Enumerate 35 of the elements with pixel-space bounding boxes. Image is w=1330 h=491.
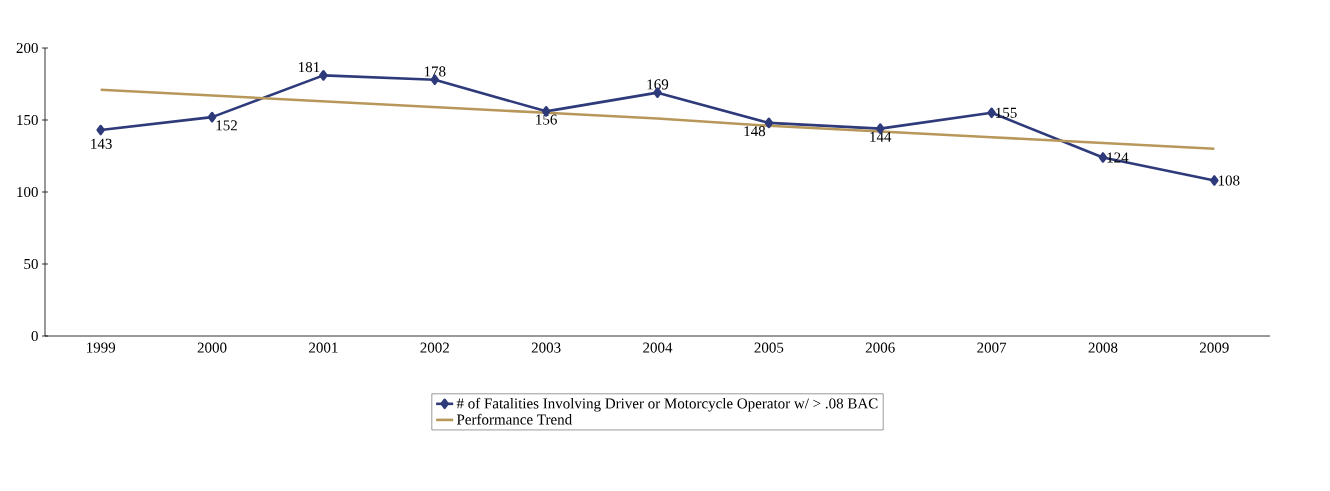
data-label: 148 xyxy=(744,126,766,137)
point xyxy=(96,124,105,136)
legend-label: Performance Trend xyxy=(456,413,572,425)
data-label: 169 xyxy=(647,79,669,90)
x-tick-label: 2007 xyxy=(977,342,1007,353)
data-label: 178 xyxy=(424,66,446,77)
y-tick-label: 150 xyxy=(17,114,38,126)
point xyxy=(319,70,328,81)
y-tick-label: 0 xyxy=(31,330,38,342)
point xyxy=(207,111,217,123)
y-tick-label: 100 xyxy=(17,186,38,198)
point xyxy=(1098,152,1108,163)
data-label: 144 xyxy=(870,131,892,142)
point xyxy=(764,117,774,129)
data-label: 181 xyxy=(299,62,320,73)
y-tick-label: 200 xyxy=(16,42,38,54)
point xyxy=(1210,175,1219,186)
data-label: 156 xyxy=(536,114,557,125)
point xyxy=(987,107,996,119)
data-label: 143 xyxy=(91,138,112,149)
x-tick-label: 2006 xyxy=(865,342,895,353)
x-tick-label: 2009 xyxy=(1199,342,1229,353)
x-tick-label: 2005 xyxy=(754,342,784,353)
legend-label: # of Fatalities Involving Driver or Motorcycle Operator w/ > .08 BAC xyxy=(456,397,878,412)
x-tick-label: 2000 xyxy=(197,342,227,353)
data-label: 155 xyxy=(996,107,1017,118)
x-tick-label: 2008 xyxy=(1088,342,1118,353)
data-label: 108 xyxy=(1218,175,1240,186)
x-tick-label: 2002 xyxy=(420,342,449,353)
y-tick-label: 50 xyxy=(24,258,38,270)
x-tick-label: 2001 xyxy=(309,342,338,353)
x-tick-label: 2003 xyxy=(531,342,561,353)
x-tick-label: 2004 xyxy=(643,342,673,353)
x-tick-label: 1999 xyxy=(87,342,116,353)
data-label: 152 xyxy=(216,120,237,131)
